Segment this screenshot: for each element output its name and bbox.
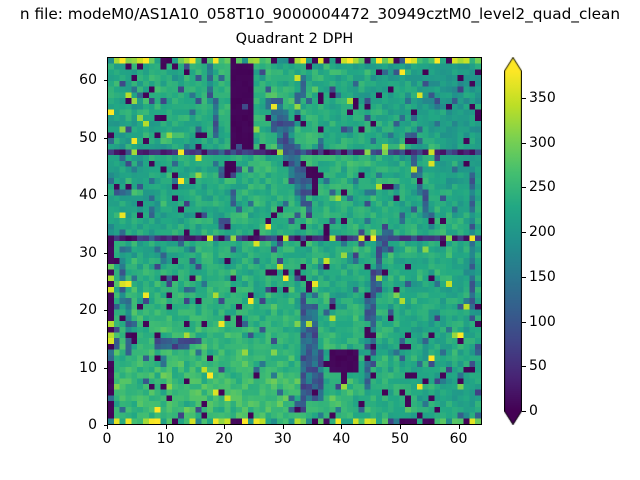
colorbar-tick-mark: [522, 366, 526, 368]
x-tick-mark: [341, 425, 343, 429]
x-tick-label: 60: [449, 431, 468, 447]
x-tick-label: 10: [156, 431, 175, 447]
colorbar[interactable]: [504, 57, 522, 425]
colorbar-tick-label: 0: [529, 403, 538, 419]
x-tick-mark: [458, 425, 460, 429]
colorbar-tick-label: 100: [529, 313, 556, 330]
y-tick-label: 50: [79, 129, 97, 146]
y-tick-mark: [103, 425, 107, 426]
x-tick-label: 50: [391, 431, 409, 447]
x-tick-label: 0: [102, 431, 112, 447]
y-tick-label: 30: [79, 244, 97, 261]
y-tick-mark: [103, 310, 107, 311]
y-tick-label: 0: [88, 417, 97, 433]
x-tick-mark: [165, 425, 167, 429]
y-tick-label: 20: [79, 302, 97, 318]
y-tick-mark: [103, 80, 107, 81]
colorbar-tick-mark: [522, 276, 526, 278]
x-tick-label: 30: [273, 431, 292, 447]
colorbar-tick-mark: [522, 232, 526, 234]
axes-title: Quadrant 2 DPH: [235, 31, 354, 47]
y-tick-label: 60: [79, 72, 97, 88]
y-tick-label: 10: [79, 359, 97, 376]
y-tick-mark: [103, 367, 107, 369]
x-tick-label: 40: [332, 431, 351, 447]
y-tick-label: 40: [79, 187, 97, 203]
colorbar-tick-label: 50: [529, 358, 547, 375]
colorbar-tick-label: 350: [529, 89, 556, 106]
y-tick-mark: [103, 195, 107, 196]
y-tick-mark: [103, 137, 107, 139]
x-tick-mark: [399, 425, 401, 429]
x-tick-mark: [107, 425, 108, 429]
heatmap-image: [108, 58, 481, 424]
x-tick-mark: [224, 425, 226, 429]
x-tick-mark: [282, 425, 284, 429]
colorbar-tick-mark: [522, 321, 526, 323]
colorbar-tick-label: 300: [529, 134, 556, 151]
colorbar-tick-label: 150: [529, 268, 556, 285]
colorbar-tick-mark: [522, 411, 526, 412]
y-tick-mark: [103, 252, 107, 254]
colorbar-tick-mark: [522, 187, 526, 189]
heatmap-axes[interactable]: [107, 57, 482, 425]
colorbar-tick-label: 200: [529, 224, 556, 241]
figure-suptitle: n file: modeM0/AS1A10_058T10_9000004472_…: [19, 5, 621, 23]
colorbar-tick-label: 250: [529, 179, 556, 196]
colorbar-tick-mark: [522, 142, 526, 144]
x-tick-label: 20: [215, 431, 234, 447]
colorbar-gradient: [504, 57, 522, 425]
colorbar-tick-mark: [522, 97, 526, 99]
